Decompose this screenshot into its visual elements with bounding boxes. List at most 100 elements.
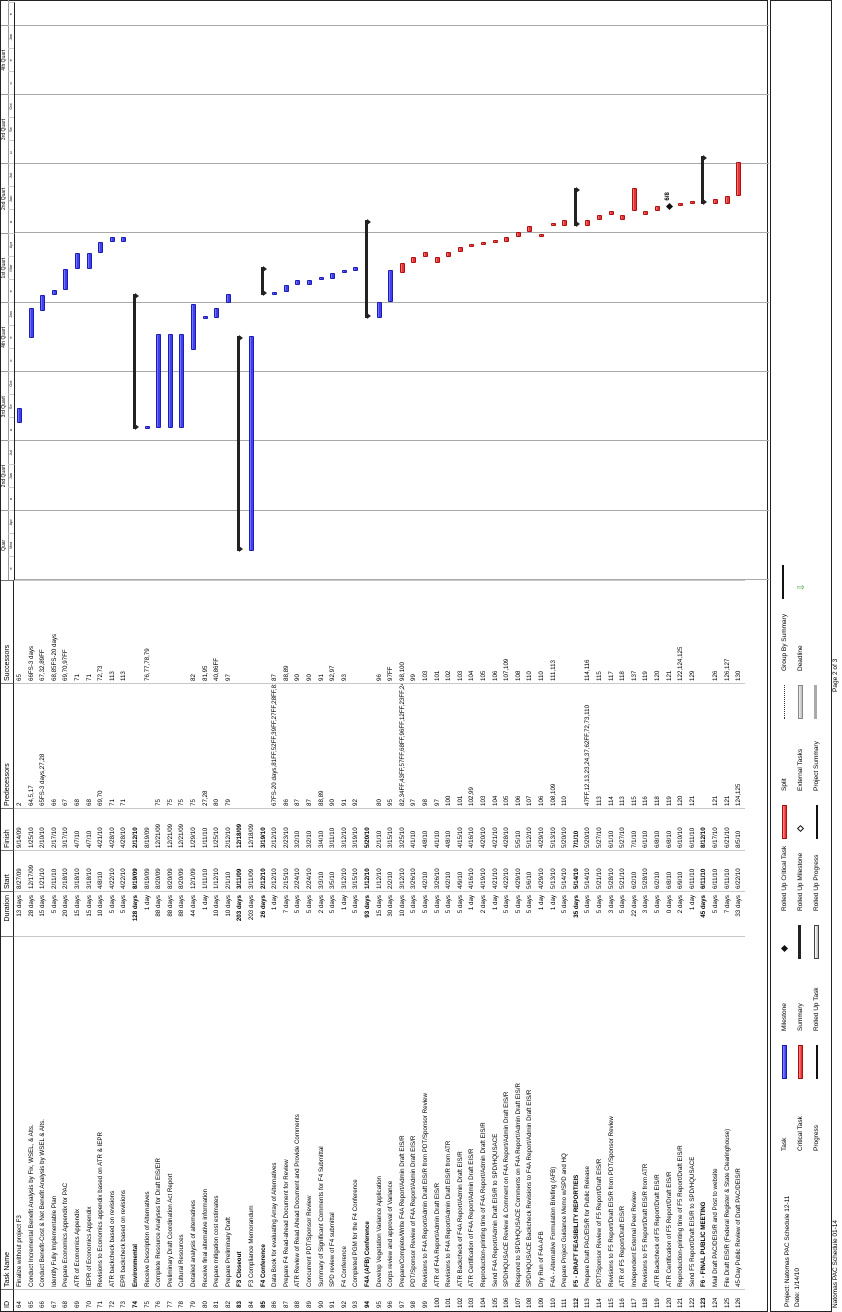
task-bar[interactable] xyxy=(214,307,220,319)
task-bar[interactable] xyxy=(28,307,34,338)
critical-task-bar[interactable] xyxy=(655,205,660,212)
table-row[interactable]: 117 Independent External Peer Review 22 da… xyxy=(628,580,641,1311)
table-row[interactable]: 88 ATR Review of Read Ahead Document and … xyxy=(292,580,304,1311)
table-row[interactable]: 69 ATR of Economics Appendix 15 days 3/18/1… xyxy=(72,580,84,1311)
table-row[interactable]: 83 F3 Closeout 203 days 3/11/09 12/18/09 xyxy=(234,580,246,1311)
table-row[interactable]: 96 Corps review and approval of Variance 3… xyxy=(385,580,397,1311)
table-row[interactable]: 71 Revisions to Economics appendix based … xyxy=(95,580,107,1311)
task-bar[interactable] xyxy=(318,277,324,281)
task-bar[interactable] xyxy=(283,285,289,293)
table-row[interactable]: 118 Revisions to F5 Report/Draft EIS/R fr… xyxy=(640,580,652,1311)
critical-task-bar[interactable] xyxy=(678,202,684,206)
table-row[interactable]: 100 ATR of F4A Report/Admin Draft EIS/R 5 … xyxy=(431,580,444,1311)
table-row[interactable]: 87 Prepare F4 Read-ahead Document for Rev… xyxy=(280,580,293,1311)
table-row[interactable]: 90 Summary of Significant Comments for F4… xyxy=(315,580,328,1311)
table-row[interactable]: 77 Preliminary Draft Coordination Act Rep… xyxy=(164,580,177,1311)
table-row[interactable]: 84 F3 Compliance Memorandum 203 days 3/11/0… xyxy=(246,580,258,1311)
task-bar[interactable] xyxy=(98,242,104,253)
critical-task-bar[interactable] xyxy=(608,211,614,215)
task-bar[interactable] xyxy=(341,270,347,274)
table-row[interactable]: 73 EPR backcheck based on revisions 5 days… xyxy=(118,580,130,1311)
table-row[interactable]: 125 File Draft EIS/R (Federal Register & … xyxy=(721,580,734,1311)
critical-task-bar[interactable] xyxy=(620,214,626,221)
table-row[interactable]: 85 F4 Conference 26 days 2/12/10 3/19/10 xyxy=(257,580,270,1311)
table-row[interactable]: 102 ATR Backcheck of F4A Report/Admin Dra… xyxy=(454,580,467,1311)
task-bar[interactable] xyxy=(376,302,382,319)
critical-task-bar[interactable] xyxy=(492,240,498,243)
task-bar[interactable] xyxy=(40,295,46,312)
table-row[interactable]: 93 Completed PGM for the F4 Conference 5 d… xyxy=(350,580,362,1311)
table-row[interactable]: 72 ATR backcheck based on revisions 5 days… xyxy=(106,580,119,1311)
table-row[interactable]: 107 Respond to SPD/HQUSACE Comments on F4… xyxy=(512,580,525,1311)
table-row[interactable]: 112 F5 - DRAFT FEASIBILITY REPORT/EIS 35 d… xyxy=(570,580,583,1311)
table-row[interactable]: 105 Send F4A Report/Admin Draft EIS/R to … xyxy=(489,580,502,1311)
task-bar[interactable] xyxy=(63,268,69,291)
critical-task-bar[interactable] xyxy=(631,188,637,212)
table-row[interactable]: 126 45-Day Public Review of Draft PAC/DEI… xyxy=(733,580,745,1311)
task-bar[interactable] xyxy=(75,252,80,269)
table-row[interactable]: 70 IEPR of Economics Appendix 15 days 3/18/… xyxy=(83,580,96,1311)
critical-task-bar[interactable] xyxy=(469,243,475,247)
critical-task-bar[interactable] xyxy=(481,241,486,245)
critical-task-bar[interactable] xyxy=(736,161,742,196)
table-row[interactable]: 92 F4 Conference 1 day 3/12/10 3/12/10 91 93 xyxy=(338,580,351,1311)
table-row[interactable]: 97 Prepare/Complete/Write F4A Report/Admi… xyxy=(396,580,409,1311)
table-row[interactable]: 76 Complete Resource Analyses for Draft E… xyxy=(153,580,165,1311)
critical-task-bar[interactable] xyxy=(411,257,417,263)
table-row[interactable]: 115 Revisions to F5 Report/Draft EIS/R fr… xyxy=(605,580,618,1311)
critical-task-bar[interactable] xyxy=(423,252,428,258)
table-row[interactable]: 106 SPD/HQUSACE Review & Comment on F4A R… xyxy=(501,580,513,1311)
table-row[interactable]: 121 Reproduction-printing time of F5 Repo… xyxy=(675,580,687,1311)
table-row[interactable]: 119 ATR Backcheck of F5 Report/Draft EIS/… xyxy=(652,580,664,1311)
task-bar[interactable] xyxy=(17,408,22,423)
column-header-predecessors[interactable]: Predecessors xyxy=(1,683,14,808)
table-row[interactable]: 99 Revisions to F4A Report/Admin Draft EI… xyxy=(420,580,432,1311)
table-row[interactable]: 104 Reproduction-printing time of F4A Rep… xyxy=(478,580,490,1311)
table-row[interactable]: 123 F6 - FINAL PUBLIC MEETING 45 days 6/11/… xyxy=(698,580,710,1311)
critical-task-bar[interactable] xyxy=(724,195,730,205)
critical-task-bar[interactable] xyxy=(446,252,452,258)
table-row[interactable]: 113 Prepare Draft PAC/EIS/R for Public Re… xyxy=(582,580,594,1311)
column-header-finish[interactable]: Finish xyxy=(1,808,14,850)
table-row[interactable]: 67 Identify Fully Implementable Plan 5 day… xyxy=(48,580,61,1311)
task-bar[interactable] xyxy=(191,304,196,351)
table-row[interactable]: 78 Cultural Resources 88 days 8/20/09 12/21/… xyxy=(176,580,188,1311)
table-row[interactable]: 81 Prepare mitigation cost estimates 10 da… xyxy=(211,580,223,1311)
critical-task-bar[interactable] xyxy=(457,246,463,253)
critical-task-bar[interactable] xyxy=(504,236,510,243)
table-row[interactable]: 79 Detailed analysis of alternatives 44 da… xyxy=(188,580,200,1311)
critical-task-bar[interactable] xyxy=(713,198,718,205)
critical-task-bar[interactable] xyxy=(585,220,591,226)
summary-bar[interactable] xyxy=(260,267,264,295)
column-header-start[interactable]: Start xyxy=(1,850,14,891)
column-header-successors[interactable]: Successors xyxy=(1,580,14,683)
task-bar[interactable] xyxy=(167,334,173,429)
task-bar[interactable] xyxy=(249,336,254,552)
table-row[interactable]: 94 F4A (AFB) Conference 93 days 1/12/10 5/20… xyxy=(362,580,374,1311)
task-bar[interactable] xyxy=(156,334,162,429)
critical-task-bar[interactable] xyxy=(562,220,568,226)
task-bar[interactable] xyxy=(51,290,57,296)
table-row[interactable]: 82 Prepare Preliminary Draft 10 days 2/1/10… xyxy=(222,580,235,1311)
task-bar[interactable] xyxy=(330,273,336,279)
table-row[interactable]: 91 SPD review of F4 submittal 5 days 3/5/10… xyxy=(327,580,339,1311)
table-row[interactable]: 74 Environmental 128 days 8/19/09 2/12/10 xyxy=(130,580,142,1311)
table-row[interactable]: 98 PDT/Sponsor Review of F4A Report/Admin… xyxy=(408,580,420,1311)
summary-bar[interactable] xyxy=(133,293,136,429)
task-bar[interactable] xyxy=(121,236,127,243)
table-row[interactable]: 95 Develop Vegetation Variance Applicatio… xyxy=(373,580,386,1311)
task-bar[interactable] xyxy=(225,293,231,303)
table-row[interactable]: 68 Prepare Economics Appendix for PAC 20 d… xyxy=(60,580,72,1311)
task-bar[interactable] xyxy=(109,236,115,243)
summary-bar[interactable] xyxy=(237,336,241,552)
table-row[interactable]: 86 Data Book for evaluating Array of Alte… xyxy=(269,580,281,1311)
table-row[interactable]: 120 ATR Certification of F5 Report/Draft … xyxy=(663,580,676,1311)
critical-task-bar[interactable] xyxy=(689,201,695,205)
critical-task-bar[interactable] xyxy=(399,262,405,274)
summary-bar[interactable] xyxy=(701,156,705,205)
table-row[interactable]: 109 Dry Run of F4A AFB 1 day 4/29/10 4/29/10… xyxy=(536,580,548,1311)
task-bar[interactable] xyxy=(388,270,394,303)
table-row[interactable]: 103 ATR Certification of F4A Report/Admin… xyxy=(466,580,478,1311)
table-row[interactable]: 75 Receive Description of Alternatives 1 d… xyxy=(141,580,154,1311)
column-header-name[interactable]: Task Name xyxy=(1,936,14,1289)
